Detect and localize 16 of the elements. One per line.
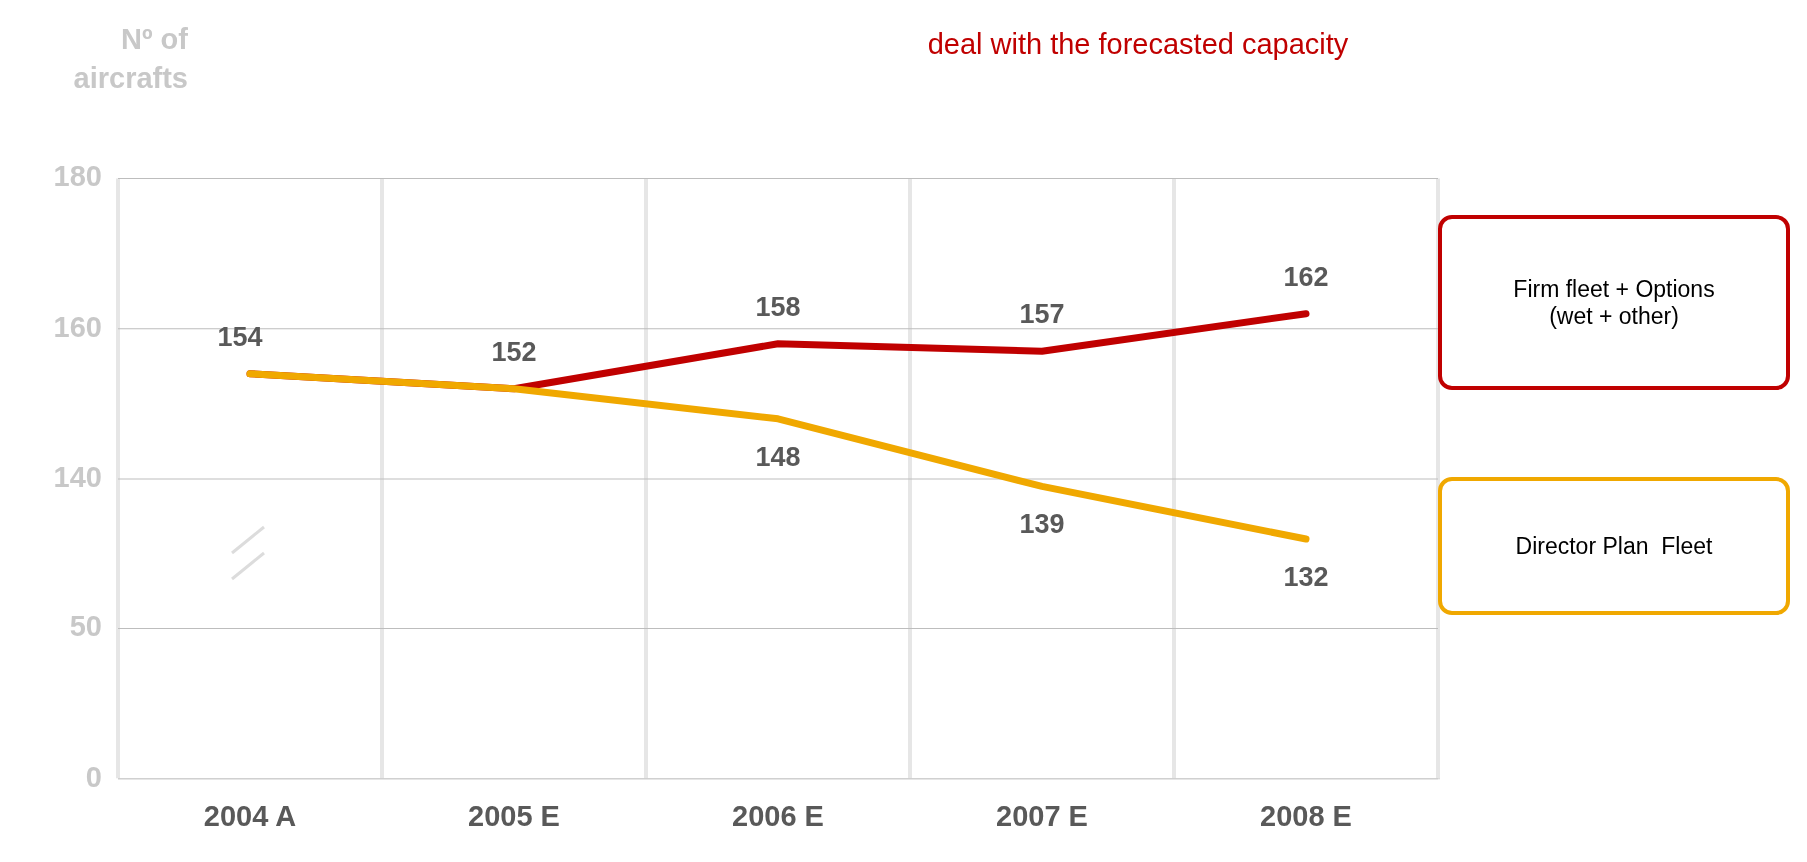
data-label: 162 — [1283, 261, 1329, 292]
data-label: 148 — [755, 441, 801, 472]
data-label: 132 — [1283, 561, 1329, 592]
text: Firm fleet + Options (wet + other) — [1512, 275, 1716, 330]
x-tick-label: 2006 E — [732, 799, 824, 832]
x-tick-label: 2008 E — [1260, 799, 1352, 832]
data-label: 152 — [491, 336, 537, 367]
chart-title: deal with the forecasted capacity — [926, 28, 1350, 61]
x-tick-label: 2004 A — [203, 799, 297, 832]
x-tick-label: 2005 E — [468, 799, 560, 832]
data-label: 154 — [217, 321, 263, 352]
x-tick-label: 2007 E — [996, 799, 1088, 832]
data-label: 158 — [755, 291, 801, 322]
data-label: 157 — [1019, 298, 1065, 329]
data-label: 139 — [1019, 509, 1065, 540]
text: Director Plan Fleet — [1515, 532, 1713, 560]
